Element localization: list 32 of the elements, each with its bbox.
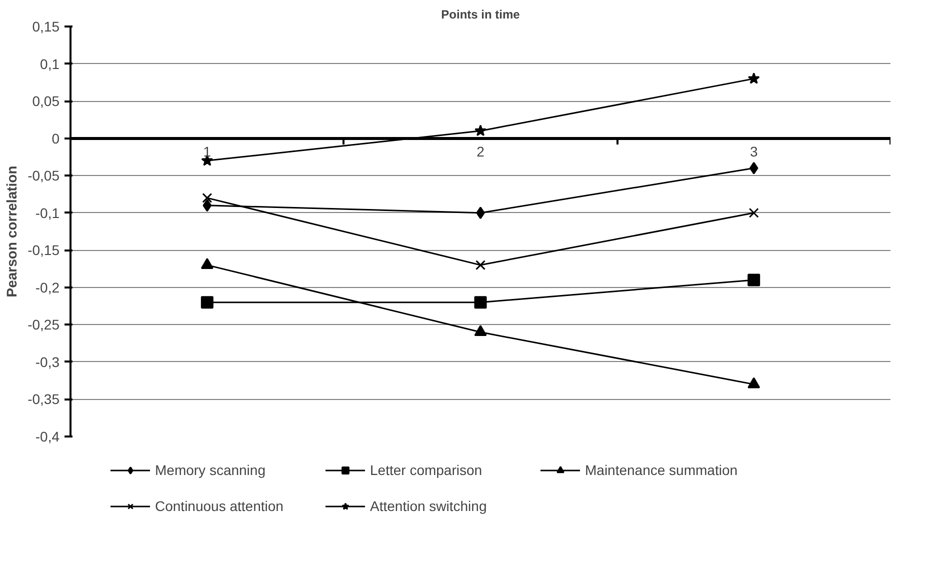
y-tick-label: 0,05: [32, 93, 60, 110]
point: [476, 260, 486, 270]
point: [202, 192, 212, 203]
x-tick-label: 3: [750, 143, 758, 160]
chart-title: Points in time: [441, 8, 520, 22]
y-tick-label: -0,15: [28, 242, 60, 258]
point: [200, 296, 214, 309]
y-tick-label: -0,3: [35, 354, 60, 370]
y-tick-label: -0,2: [35, 279, 60, 296]
point: [474, 296, 487, 309]
y-axis-title: Pearson correlation: [4, 166, 20, 298]
y-tick-label: 0: [52, 130, 60, 146]
y-tick-label: 0,1: [40, 56, 60, 72]
y-tick-label: 0,15: [32, 18, 60, 34]
y-tick-label: -0,35: [28, 391, 60, 408]
point: [202, 199, 212, 212]
legend-label: Attention switching: [370, 498, 488, 514]
legend-label: Maintenance summation: [585, 462, 738, 478]
point: [474, 124, 486, 136]
point: [748, 274, 760, 286]
y-tick-label: -0,05: [28, 168, 60, 184]
legend-label: Memory scanning: [155, 462, 266, 478]
y-tick-label: -0,25: [28, 316, 60, 333]
point: [748, 72, 760, 84]
y-tick-label: -0,1: [35, 204, 60, 221]
legend-label: Letter comparison: [370, 462, 484, 478]
legend-label: Continuous attention: [155, 498, 284, 514]
x-tick-label: 1: [203, 143, 212, 160]
y-tick-label: -0,4: [35, 428, 60, 444]
point: [748, 208, 759, 218]
x-tick-label: 2: [476, 143, 485, 160]
point: [749, 162, 758, 174]
